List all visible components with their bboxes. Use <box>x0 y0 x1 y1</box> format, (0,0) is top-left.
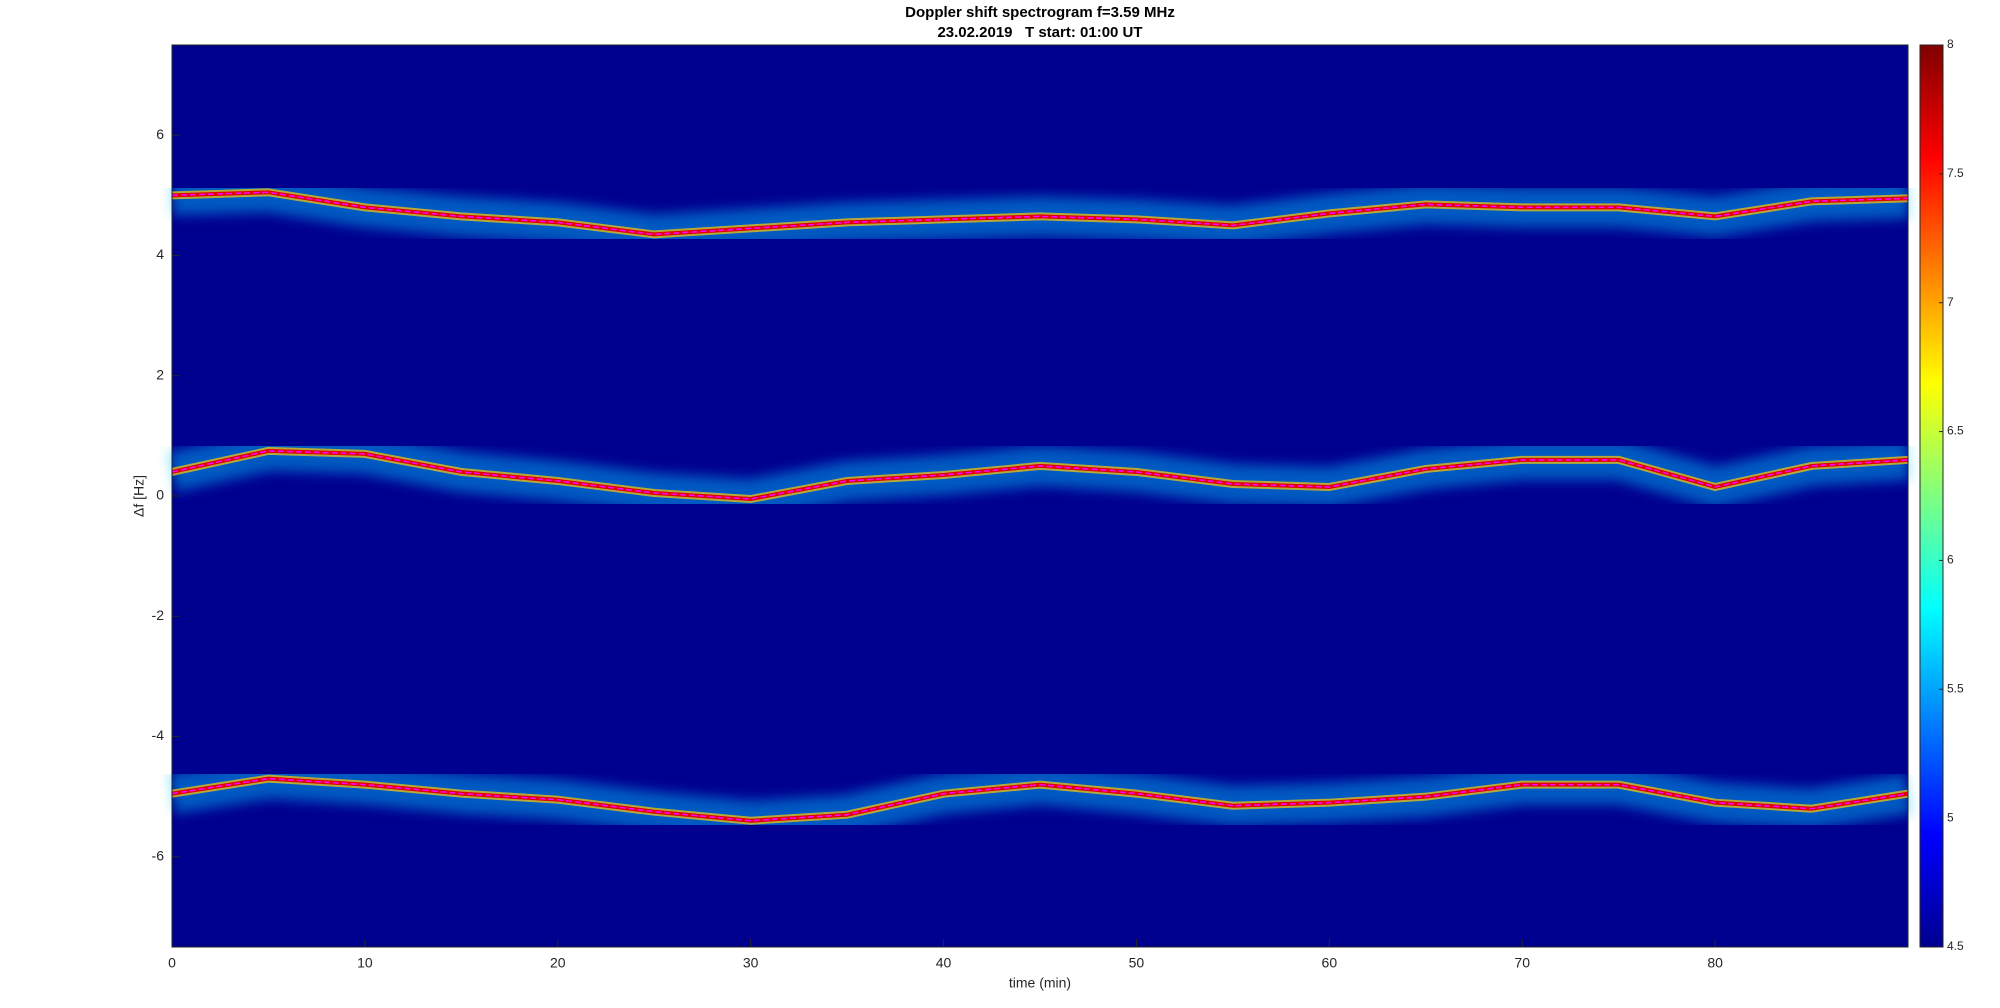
x-tick-label: 80 <box>1707 955 1723 971</box>
colorbar <box>1919 44 1944 948</box>
x-tick-label: 20 <box>550 955 566 971</box>
colorbar-tick-label: 4.5 <box>1947 939 1964 953</box>
y-tick-label: 2 <box>156 366 164 382</box>
x-tick-label: 10 <box>357 955 373 971</box>
y-tick-label: 4 <box>156 246 164 262</box>
x-tick-label: 30 <box>743 955 759 971</box>
colorbar-tick-label: 5 <box>1947 810 1954 824</box>
y-tick-label: -4 <box>152 727 165 743</box>
y-tick-label: -2 <box>152 607 165 623</box>
trace-line <box>171 777 1909 822</box>
colorbar-tick-label: 7 <box>1947 295 1954 309</box>
x-tick-label: 50 <box>1129 955 1145 971</box>
colorbar-tick-label: 6.5 <box>1947 424 1964 438</box>
colorbar-tick-label: 5.5 <box>1947 681 1964 695</box>
y-tick-label: -6 <box>152 848 165 864</box>
x-tick-label: 40 <box>936 955 952 971</box>
chart-subtitle: 23.02.2019 T start: 01:00 UT <box>937 24 1142 41</box>
trace-line <box>171 450 1909 500</box>
chart-title: Doppler shift spectrogram f=3.59 MHz <box>905 4 1175 21</box>
x-tick-label: 60 <box>1322 955 1338 971</box>
colorbar-tick-label: 6 <box>1947 553 1954 567</box>
x-axis-label: time (min) <box>1009 975 1071 991</box>
colorbar-tick-label: 8 <box>1947 37 1954 51</box>
x-tick-label: 0 <box>168 955 176 971</box>
y-tick-label: 0 <box>156 487 164 503</box>
y-axis-label: Δf [Hz] <box>131 475 147 517</box>
x-tick-label: 70 <box>1514 955 1530 971</box>
trace-line <box>171 191 1909 236</box>
y-tick-label: 6 <box>156 126 164 142</box>
plot-background <box>172 45 1908 947</box>
colorbar-tick-label: 7.5 <box>1947 166 1964 180</box>
